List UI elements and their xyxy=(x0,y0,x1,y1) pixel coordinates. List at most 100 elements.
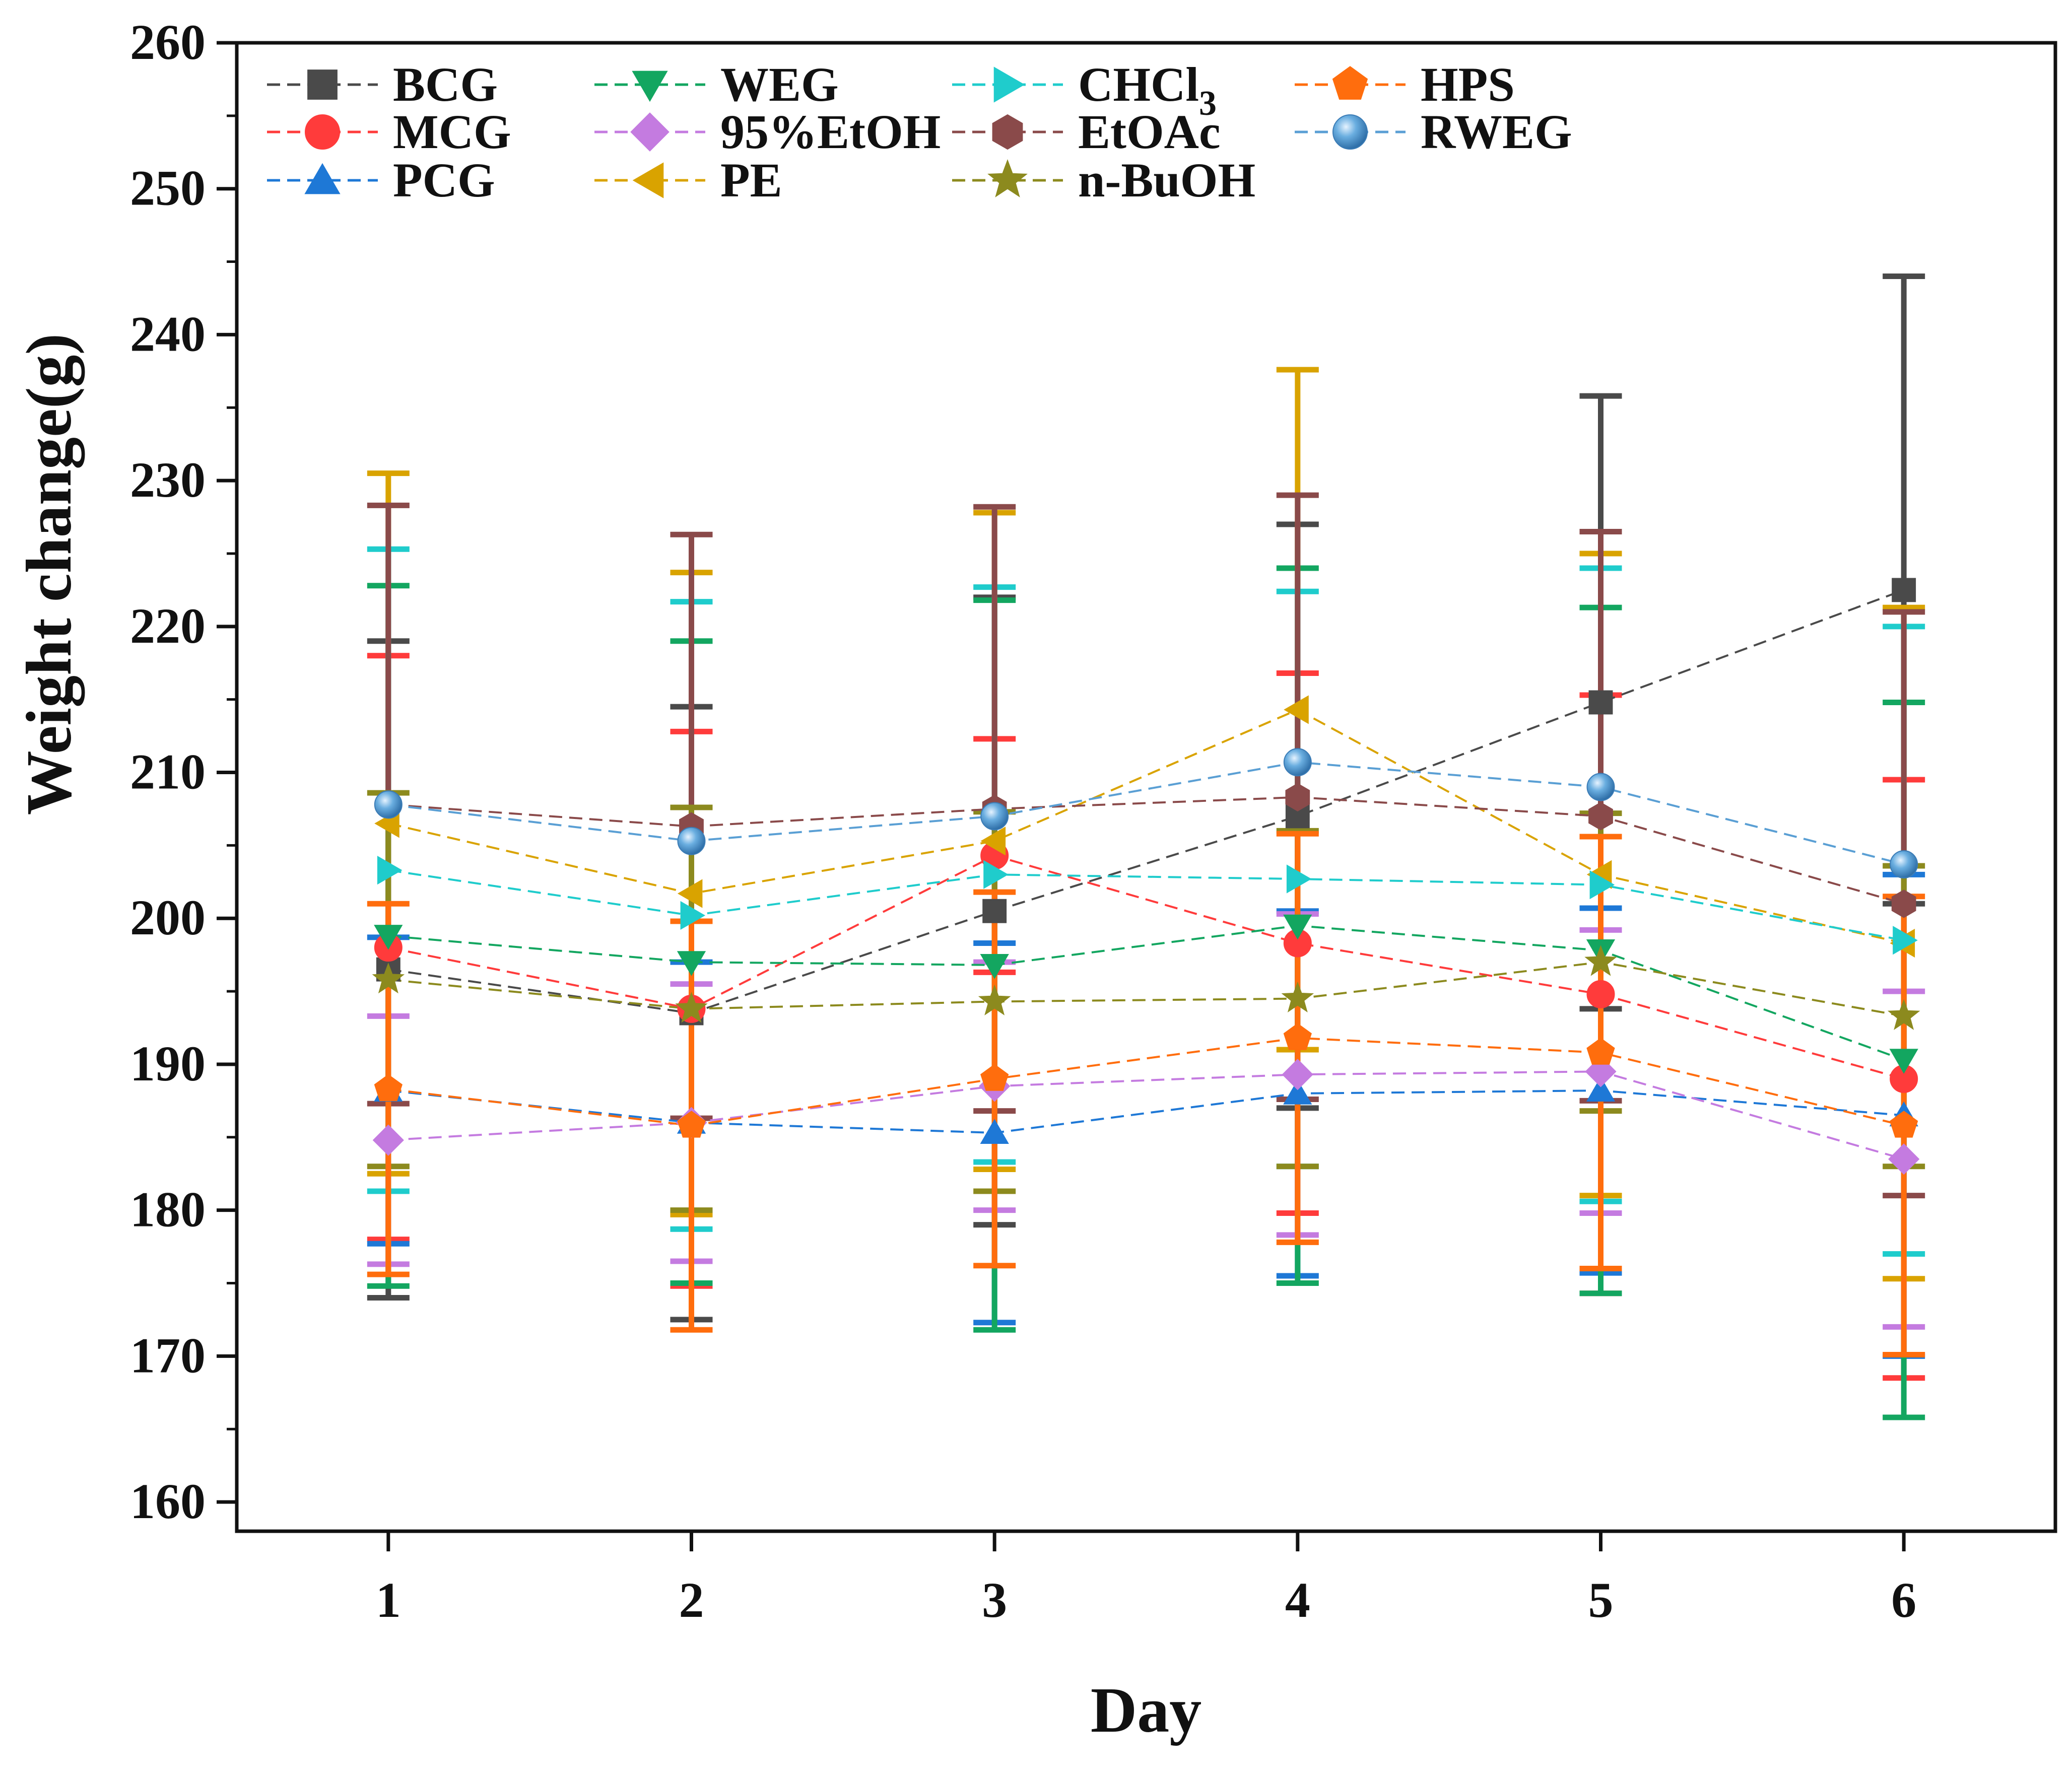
legend-marker-pcg xyxy=(304,163,341,194)
series-line-pcg xyxy=(388,1089,1904,1134)
point-bcg xyxy=(1892,578,1916,602)
y-tick-label: 250 xyxy=(130,160,206,216)
legend-marker-bcg xyxy=(307,70,338,100)
x-tick-label: 4 xyxy=(1285,1572,1310,1628)
point-chcl xyxy=(1893,926,1918,955)
point-weg xyxy=(1889,1049,1918,1074)
series-line-95-etoh xyxy=(388,1070,1904,1160)
series-line-mcg xyxy=(388,854,1904,1080)
point-n-buoh xyxy=(372,963,405,994)
point-95-etoh xyxy=(372,1124,404,1156)
y-tick-label: 160 xyxy=(130,1473,206,1529)
point-hps xyxy=(1586,1038,1615,1065)
point-chcl xyxy=(377,855,403,885)
point-95-etoh xyxy=(1282,1059,1313,1090)
legend-label-bcg: BCG xyxy=(393,57,498,111)
x-tick-label: 2 xyxy=(679,1572,704,1628)
series-line-etoac xyxy=(388,796,1904,905)
legend-marker-mcg xyxy=(305,114,340,150)
x-axis: 1 2 3 4 5 6 xyxy=(376,1531,1916,1628)
legend-marker-n-buoh xyxy=(987,159,1028,197)
error-bar-layer xyxy=(367,274,1925,1420)
legend-item-weg: WEG xyxy=(594,57,839,111)
legend-label-mcg: MCG xyxy=(393,105,511,159)
marker-layer xyxy=(372,578,1920,1175)
point-pe xyxy=(980,827,1006,856)
point-chcl xyxy=(1589,870,1615,900)
series-layer xyxy=(367,274,1925,1420)
series-line-weg xyxy=(388,924,1904,1061)
legend-marker-hps xyxy=(1332,66,1368,100)
legend-item-etoac: EtOAc xyxy=(952,105,1221,159)
point-bcg xyxy=(1588,690,1613,715)
point-etoac xyxy=(1891,890,1916,918)
legend-marker-pe xyxy=(632,162,664,198)
legend-marker-etoac xyxy=(992,114,1023,150)
legend-label-n-buoh: n-BuOH xyxy=(1078,153,1255,207)
y-tick-label: 210 xyxy=(130,744,206,800)
point-rweg xyxy=(677,827,706,855)
legend-item-pcg: PCG xyxy=(267,153,495,207)
legend-marker-95-etoh xyxy=(630,112,670,152)
point-hps xyxy=(677,1111,706,1138)
y-tick-label: 240 xyxy=(130,306,206,362)
point-n-buoh xyxy=(1281,981,1314,1013)
point-n-buoh xyxy=(675,991,708,1023)
x-tick-label: 6 xyxy=(1891,1572,1916,1628)
legend-item-hps: HPS xyxy=(1295,57,1515,111)
point-hps xyxy=(374,1074,403,1102)
axes-layer: 160 170 180 190 200 210 220 230 240 250 260 1 2 3 4 5 6… xyxy=(13,14,2057,1746)
legend-item-95-etoh: 95%EtOH xyxy=(594,105,941,159)
point-pe xyxy=(677,879,703,908)
legend-label-95-etoh: 95%EtOH xyxy=(720,105,941,159)
legend-item-pe: PE xyxy=(594,153,782,207)
point-weg xyxy=(980,954,1009,979)
point-95-etoh xyxy=(1888,1143,1920,1175)
x-axis-label: Day xyxy=(1091,1674,1201,1746)
legend-label-etoac: EtOAc xyxy=(1078,105,1221,159)
legend-label-hps: HPS xyxy=(1421,57,1515,111)
point-bcg xyxy=(982,899,1007,923)
point-pe xyxy=(1284,695,1309,724)
point-rweg xyxy=(980,802,1009,831)
y-tick-label: 260 xyxy=(130,14,206,70)
point-n-buoh xyxy=(978,984,1011,1015)
y-axis: 160 170 180 190 200 210 220 230 240 250 260 xyxy=(130,14,237,1529)
series-line-chcl xyxy=(388,869,1904,941)
x-tick-label: 1 xyxy=(376,1572,401,1628)
legend-label-weg: WEG xyxy=(720,57,839,111)
legend-label-rweg: RWEG xyxy=(1421,105,1572,159)
legend-label-pe: PE xyxy=(720,153,782,207)
point-chcl xyxy=(1286,864,1312,894)
point-chcl xyxy=(983,860,1009,889)
x-tick-label: 3 xyxy=(982,1572,1007,1628)
point-rweg xyxy=(1283,748,1312,777)
legend-marker-weg xyxy=(632,71,668,102)
y-tick-label: 170 xyxy=(130,1327,206,1383)
point-n-buoh xyxy=(1584,945,1617,976)
legend-item-mcg: MCG xyxy=(267,105,511,159)
legend-label-pcg: PCG xyxy=(393,153,495,207)
x-tick-label: 5 xyxy=(1588,1572,1614,1628)
point-hps xyxy=(1890,1111,1918,1138)
y-tick-label: 180 xyxy=(130,1182,206,1238)
legend-marker-rweg xyxy=(1332,114,1368,150)
y-tick-label: 190 xyxy=(130,1036,206,1091)
point-hps xyxy=(980,1064,1009,1091)
point-weg xyxy=(374,925,403,950)
point-n-buoh xyxy=(1887,999,1920,1030)
y-axis-label: Weight change(g) xyxy=(13,333,85,815)
point-etoac xyxy=(1285,783,1310,811)
point-rweg xyxy=(1586,773,1615,801)
legend-item-n-buoh: n-BuOH xyxy=(952,153,1255,207)
point-chcl xyxy=(680,901,706,930)
point-pcg xyxy=(980,1119,1009,1144)
legend-item-rweg: RWEG xyxy=(1295,105,1572,159)
y-tick-label: 230 xyxy=(130,452,206,508)
plot-frame xyxy=(235,41,2057,1533)
point-pcg xyxy=(1586,1076,1616,1102)
series-line-n-buoh xyxy=(388,961,1904,1017)
legend-label-subscript: 3 xyxy=(1199,84,1217,123)
legend-marker-chcl xyxy=(993,66,1025,103)
